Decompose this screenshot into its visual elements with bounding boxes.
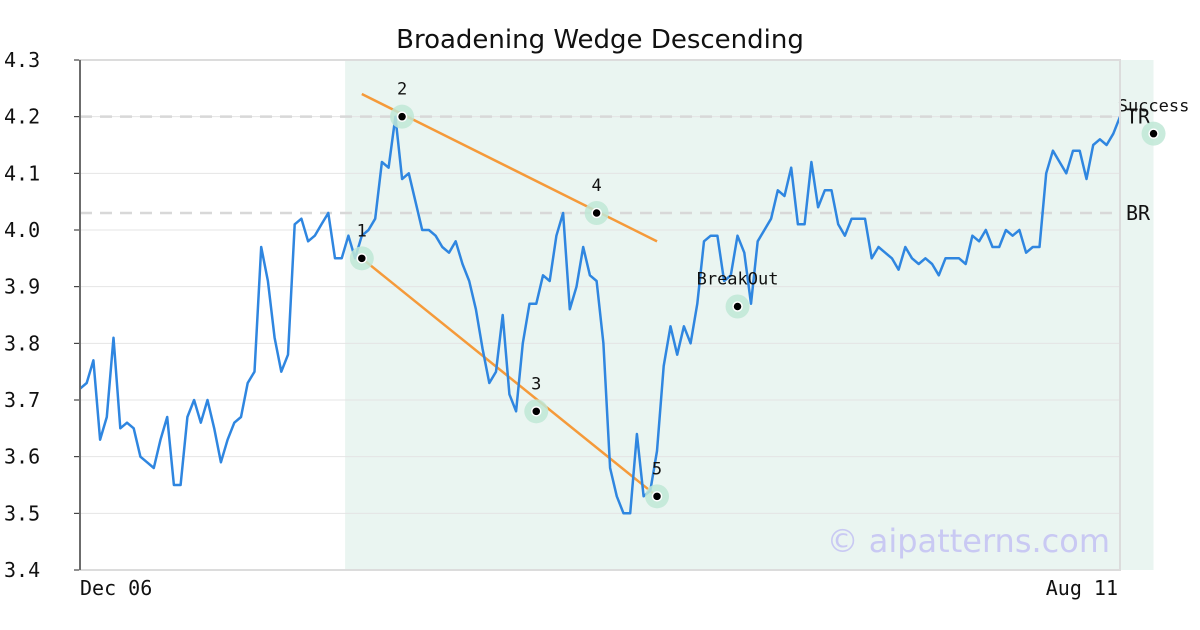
pattern-point-label-5: 5 xyxy=(652,459,662,479)
level-label-tr: TR xyxy=(1126,105,1151,129)
y-tick-label: 4.2 xyxy=(4,105,40,129)
pattern-point-4 xyxy=(591,207,602,219)
y-tick-label: 4.0 xyxy=(4,218,40,242)
pattern-point-label-success: Success xyxy=(1118,97,1190,117)
pattern-point-2 xyxy=(396,111,408,122)
y-tick-label: 3.7 xyxy=(4,388,40,412)
x-tick-label: Dec 06 xyxy=(80,576,152,600)
pattern-point-label-3: 3 xyxy=(531,374,541,394)
pattern-point-success xyxy=(1148,128,1159,139)
y-tick-label: 3.4 xyxy=(4,558,40,582)
y-tick-label: 3.5 xyxy=(4,501,40,525)
pattern-point-label-1: 1 xyxy=(357,221,367,241)
chart-title: Broadening Wedge Descending xyxy=(396,25,804,55)
y-tick-label: 4.1 xyxy=(4,161,40,185)
x-tick-label: Aug 11 xyxy=(1046,576,1118,600)
pattern-point-3 xyxy=(531,406,542,417)
price-series-line xyxy=(79,115,1122,515)
pattern-point-label-breakout: BreakOut xyxy=(697,270,779,290)
pattern-point-label-4: 4 xyxy=(592,176,602,196)
y-tick-label: 3.6 xyxy=(4,445,40,469)
pattern-shaded-region xyxy=(345,60,1154,570)
y-tick-label: 3.8 xyxy=(4,331,40,355)
level-label-br: BR xyxy=(1126,201,1151,225)
y-tick-label: 4.3 xyxy=(4,48,40,72)
pattern-point-label-2: 2 xyxy=(397,80,407,100)
pattern-point-breakout xyxy=(732,301,743,312)
pattern-point-5 xyxy=(651,491,663,502)
y-tick-label: 3.9 xyxy=(4,275,40,299)
lower-trend-line xyxy=(361,257,658,498)
pattern-point-1 xyxy=(356,253,368,264)
watermark-text: © aipatterns.com xyxy=(827,522,1110,560)
